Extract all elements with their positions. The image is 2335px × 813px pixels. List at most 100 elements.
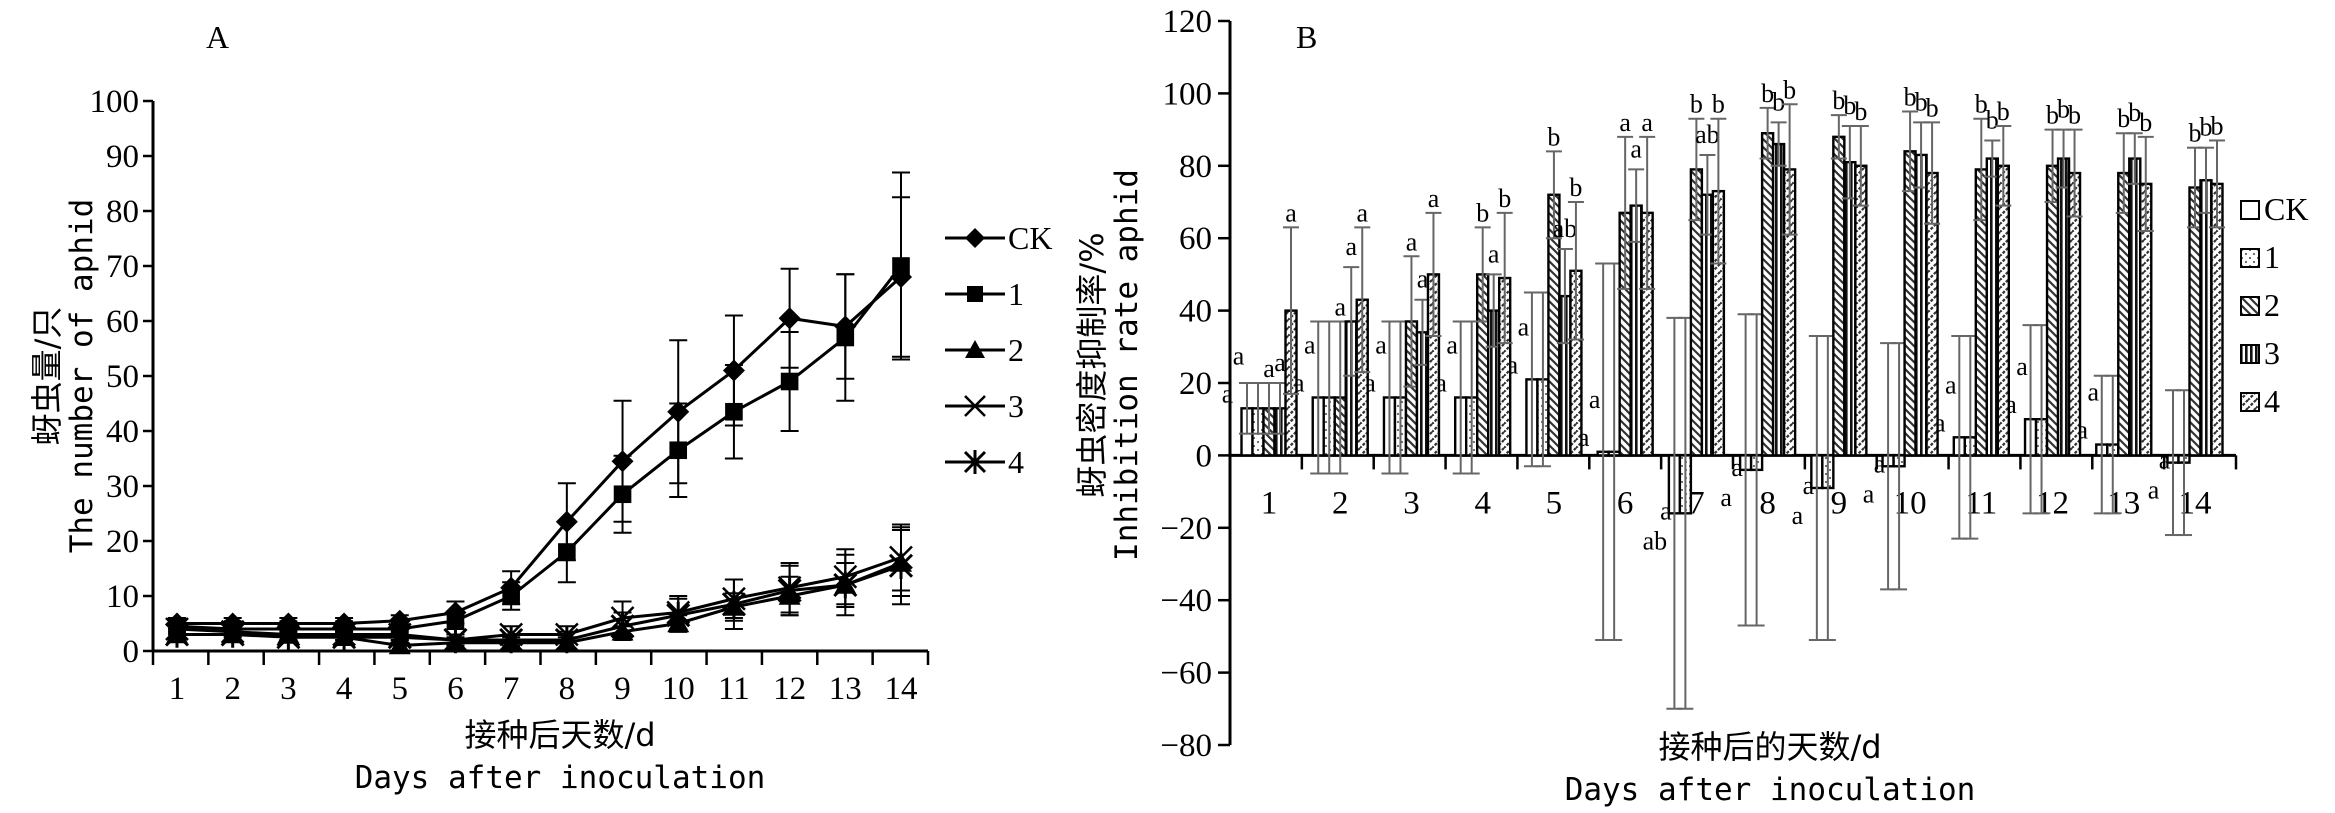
- panel-b-significance-label: b: [1854, 97, 1867, 126]
- panel-b-significance-label: a: [1720, 483, 1732, 512]
- panel-a-point: [777, 577, 802, 604]
- panel-a-xtick-label: 5: [392, 671, 409, 707]
- panel-a-ytick-label: 40: [106, 414, 139, 450]
- panel-a-point: [554, 626, 579, 654]
- panel-b-significance-label: a: [1417, 265, 1429, 294]
- panel-b-ytick-label: −60: [1160, 656, 1212, 692]
- panel-b-significance-label: b: [1569, 173, 1582, 202]
- panel-a-point: [499, 626, 524, 654]
- panel-b-series-4: a a a b bab bb b b b b b: [1283, 75, 2225, 457]
- panel-a-xtick-label: 12: [773, 671, 806, 707]
- panel-b-significance-label: ab: [1643, 526, 1668, 555]
- panel-b-bar: [2056, 157, 2071, 457]
- panel-b-legend-label: 1: [2264, 239, 2280, 275]
- panel-b-xtick-label: 3: [1403, 485, 1420, 521]
- panel-b-significance-label: b: [1975, 90, 1988, 119]
- panel-b-xtick-label: 7: [1688, 485, 1705, 521]
- panel-b-xtick-label: 2: [1332, 485, 1349, 521]
- panel-b-significance-label: a: [1233, 341, 1245, 370]
- panel-b-bar: [1771, 142, 1786, 457]
- panel-a-xtick-label: 13: [829, 671, 862, 707]
- panel-b-significance-label: a: [1446, 330, 1458, 359]
- panel-b-ytick-label: 60: [1179, 221, 1212, 257]
- panel-a-xtick-label: 6: [447, 671, 464, 707]
- panel-b-significance-label: ab: [1695, 120, 1720, 149]
- panel-b-significance-label: b: [1761, 79, 1774, 108]
- legend-swatch-icon: [2240, 392, 2260, 412]
- panel-b-xtick-label: 4: [1474, 485, 1491, 521]
- panel-a-point: [836, 328, 855, 347]
- panel-b-significance-label: b: [1690, 90, 1703, 119]
- panel-b-xtick-label: 5: [1546, 485, 1563, 521]
- panel-b-significance-label: b: [2189, 119, 2202, 148]
- panel-b-significance-label: b: [1926, 93, 1939, 122]
- panel-b-bar: [1854, 164, 1868, 457]
- panel-b-significance-label: a: [1803, 471, 1815, 500]
- panel-a-series-4: [164, 526, 914, 654]
- panel-b-xtick-label: 8: [1759, 485, 1776, 521]
- panel-a-legend-item: 2: [945, 332, 1024, 368]
- panel-a-ytick-label: 50: [106, 359, 139, 395]
- panel-b-significance-label: a: [1345, 232, 1357, 261]
- panel-a-xtick-label: 14: [885, 671, 918, 707]
- legend-swatch-icon: [2240, 344, 2260, 364]
- panel-a-line-4: [177, 564, 902, 642]
- panel-b-significance-label: a: [2016, 352, 2028, 381]
- legend-marker-icon: [964, 395, 986, 417]
- panel-a-ylabel-en: The number of aphid: [64, 199, 100, 554]
- panel-a-xtick-label: 1: [169, 671, 186, 707]
- panel-b-significance-label: b: [2128, 98, 2141, 127]
- panel-a-ytick-label: 80: [106, 194, 139, 230]
- panel-b-significance-label: a: [1630, 134, 1642, 163]
- panel-a-ytick-label: 70: [106, 249, 139, 285]
- panel-a-series-3: [165, 523, 913, 652]
- panel-a-point: [276, 624, 301, 651]
- panel-b-bar: [2045, 164, 2060, 457]
- panel-b-ylabel-en: Inhibition rate aphid: [1109, 169, 1145, 561]
- panel-b-ytick-label: 100: [1163, 76, 1213, 112]
- panel-b-significance-label: a: [1375, 330, 1387, 359]
- panel-b-significance-label: b: [2117, 104, 2130, 133]
- panel-b-significance-label: b: [1997, 97, 2010, 126]
- panel-a-legend-label: CK: [1008, 220, 1052, 256]
- panel-a-point: [892, 257, 910, 275]
- panel-b-significance-label: a: [1863, 479, 1875, 508]
- panel-a-ytick-label: 90: [106, 139, 139, 175]
- panel-b-significance-label: b: [1712, 90, 1725, 119]
- panel-b-bar: [2128, 157, 2142, 457]
- panel-b-legend-item: 3: [2240, 335, 2280, 371]
- panel-b-ylabel-cn: 蚜虫密度抑制率/%: [1073, 232, 1111, 497]
- panel-a-xtick-label: 7: [503, 671, 520, 707]
- panel-b-significance-label: b: [2068, 101, 2081, 130]
- panel-b-xtick-label: 9: [1831, 485, 1848, 521]
- panel-a-xtick-label: 8: [559, 671, 576, 707]
- legend-swatch-icon: [2240, 200, 2260, 220]
- panel-b-ytick-label: −40: [1160, 583, 1212, 619]
- panel-a-xlabel-cn: 接种后天数/d: [464, 716, 655, 754]
- panel-a-line-ck: [177, 275, 902, 625]
- panel-b-significance-label: b: [1843, 91, 1856, 120]
- panel-a-xlabel-en: Days after inoculation: [355, 760, 766, 796]
- panel-b-legend-item: 2: [2240, 287, 2280, 323]
- panel-b-ytick-label: −20: [1160, 511, 1212, 547]
- panel-a-point: [613, 485, 632, 504]
- panel-b-significance-label: b: [1476, 198, 1489, 227]
- panel-b-legend-label: 2: [2264, 287, 2280, 323]
- panel-b-significance-label: a: [1589, 385, 1601, 414]
- panel-a-series-1: [168, 171, 910, 638]
- panel-b-significance-label: b: [2211, 111, 2224, 140]
- panel-a-legend-label: 2: [1008, 332, 1024, 368]
- panel-a-xtick-label: 10: [662, 671, 695, 707]
- legend-marker-icon: [967, 286, 983, 302]
- panel-b-significance-label: b: [1915, 87, 1928, 116]
- panel-a-ylabel-cn: 蚜虫量/只: [28, 307, 66, 446]
- panel-b-significance-label: b: [2200, 113, 2213, 142]
- panel-b-bar: [1629, 204, 1643, 457]
- panel-b-significance-label: a: [2148, 476, 2160, 505]
- panel-b-legend-label: 3: [2264, 335, 2280, 371]
- panel-b-significance-label: b: [1832, 86, 1845, 115]
- panel-b-label: B: [1296, 19, 1317, 55]
